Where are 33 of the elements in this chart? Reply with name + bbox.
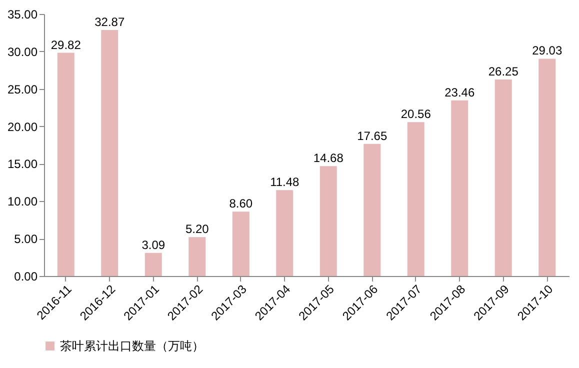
y-tick-label: 0.00 [14, 270, 38, 284]
bar [101, 30, 118, 276]
legend-label: 茶叶累计出口数量（万吨） [60, 339, 204, 353]
data-label: 29.03 [532, 44, 562, 58]
data-label: 29.82 [50, 38, 82, 52]
bar [538, 58, 556, 276]
y-tick-label: 15.00 [7, 157, 38, 172]
y-tick-label: 5.00 [14, 232, 38, 246]
y-tick-label: 35.00 [7, 8, 38, 22]
bar [494, 80, 512, 276]
bar [232, 212, 250, 276]
data-label: 26.25 [488, 64, 519, 78]
data-label: 32.87 [94, 14, 125, 29]
bar [320, 166, 337, 276]
data-label: 23.46 [444, 85, 475, 100]
y-tick-label: 20.00 [7, 120, 38, 134]
data-label: 3.09 [142, 238, 166, 252]
bar [144, 252, 162, 276]
bar [451, 100, 468, 276]
data-label: 17.65 [357, 128, 388, 143]
bar [407, 122, 424, 276]
y-tick-label: 10.00 [7, 194, 38, 209]
y-tick-label: 30.00 [7, 44, 38, 59]
bar [276, 190, 294, 276]
data-label: 20.56 [400, 107, 432, 122]
data-label: 11.48 [270, 175, 300, 190]
bar [188, 237, 206, 276]
bar [364, 144, 381, 276]
data-label: 8.60 [229, 196, 253, 211]
bar [57, 52, 74, 276]
data-label: 14.68 [313, 151, 344, 166]
data-label: 5.20 [185, 222, 210, 236]
y-tick-label: 25.00 [7, 82, 38, 96]
